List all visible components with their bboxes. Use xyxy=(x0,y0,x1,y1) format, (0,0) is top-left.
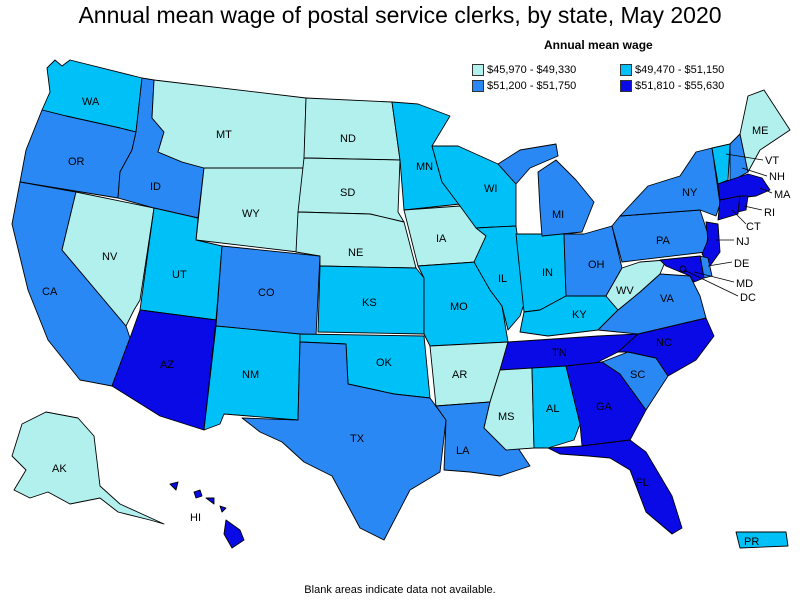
label-nh: NH xyxy=(769,171,785,183)
leader-de xyxy=(707,261,733,267)
legend-item-tier-2: $49,470 - $51,150 xyxy=(620,64,724,76)
label-la: LA xyxy=(456,445,470,457)
label-ar: AR xyxy=(452,369,467,381)
label-ma: MA xyxy=(774,189,791,201)
legend-label: $45,970 - $49,330 xyxy=(487,64,577,76)
label-wy: WY xyxy=(242,208,260,220)
legend-swatch xyxy=(620,80,632,92)
state-labels: WA OR CA NV ID MT WY UT AZ CO NM ND SD N… xyxy=(42,96,791,548)
label-ga: GA xyxy=(596,401,613,413)
legend-item-tier-4: $51,810 - $55,630 xyxy=(620,80,724,92)
state-wv[interactable] xyxy=(605,259,667,311)
label-de: DE xyxy=(734,258,749,270)
label-mo: MO xyxy=(450,301,468,313)
legend-swatch xyxy=(620,64,632,76)
label-nc: NC xyxy=(656,337,672,349)
label-vt: VT xyxy=(765,155,779,167)
label-ca: CA xyxy=(42,286,58,298)
label-az: AZ xyxy=(160,359,174,371)
label-pa: PA xyxy=(656,235,671,247)
label-mt: MT xyxy=(216,129,232,141)
state-dc[interactable] xyxy=(679,265,687,273)
label-va: VA xyxy=(660,293,675,305)
label-nm: NM xyxy=(242,369,259,381)
label-ri: RI xyxy=(764,207,775,219)
label-sc: SC xyxy=(630,369,645,381)
label-ak: AK xyxy=(52,463,67,475)
label-wa: WA xyxy=(82,96,100,108)
footnote: Blank areas indicate data not available. xyxy=(304,584,496,596)
label-or: OR xyxy=(68,156,85,168)
state-mt[interactable] xyxy=(151,79,307,169)
state-me[interactable] xyxy=(739,89,791,173)
legend-item-tier-3: $51,200 - $51,750 xyxy=(472,80,576,92)
label-ne: NE xyxy=(348,247,363,259)
label-fl: FL xyxy=(636,477,649,489)
label-nv: NV xyxy=(102,251,118,263)
legend-label: $51,810 - $55,630 xyxy=(635,80,725,92)
state-ny[interactable] xyxy=(619,147,721,217)
state-mi[interactable] xyxy=(497,143,595,237)
label-hi: HI xyxy=(190,512,201,524)
label-ny: NY xyxy=(682,187,698,199)
label-mi: MI xyxy=(552,209,564,221)
leader-dc xyxy=(683,269,739,297)
label-sd: SD xyxy=(340,187,355,199)
label-nd: ND xyxy=(340,133,356,145)
label-in: IN xyxy=(542,267,553,279)
label-pr: PR xyxy=(744,536,759,548)
leader-md xyxy=(693,271,735,283)
label-nj: NJ xyxy=(736,236,749,248)
label-mn: MN xyxy=(416,161,433,173)
label-dc: DC xyxy=(740,292,756,304)
label-md: MD xyxy=(736,278,753,290)
legend-label: $49,470 - $51,150 xyxy=(635,64,725,76)
legend-title: Annual mean wage xyxy=(544,38,653,52)
state-hi[interactable] xyxy=(169,481,245,549)
label-id: ID xyxy=(150,181,161,193)
label-ut: UT xyxy=(172,269,187,281)
state-ak[interactable] xyxy=(11,411,165,525)
state-vt[interactable] xyxy=(711,143,731,185)
state-tx[interactable] xyxy=(241,341,447,541)
label-wv: WV xyxy=(616,285,634,297)
label-oh: OH xyxy=(588,259,605,271)
label-al: AL xyxy=(546,403,559,415)
state-pr[interactable] xyxy=(735,531,789,549)
label-tn: TN xyxy=(552,347,567,359)
label-ct: CT xyxy=(746,221,761,233)
label-tx: TX xyxy=(350,433,365,445)
label-ia: IA xyxy=(436,233,447,245)
leader-vt xyxy=(725,153,764,161)
leader-nh xyxy=(741,167,768,177)
label-il: IL xyxy=(498,273,507,285)
state-ri[interactable] xyxy=(737,195,749,213)
label-ky: KY xyxy=(572,309,587,321)
label-ms: MS xyxy=(498,411,515,423)
label-ok: OK xyxy=(376,357,393,369)
map-title: Annual mean wage of postal service clerk… xyxy=(78,2,722,28)
state-fl[interactable] xyxy=(547,439,683,535)
legend-label: $51,200 - $51,750 xyxy=(487,80,577,92)
legend-swatch xyxy=(472,80,484,92)
label-me: ME xyxy=(752,125,769,137)
leader-ri xyxy=(743,205,763,211)
label-co: CO xyxy=(258,287,275,299)
leader-ma xyxy=(759,187,773,194)
leader-ct xyxy=(731,209,747,225)
legend-swatch xyxy=(472,64,484,76)
state-nd[interactable] xyxy=(303,97,401,161)
label-ks: KS xyxy=(362,297,377,309)
legend-item-tier-1: $45,970 - $49,330 xyxy=(472,64,576,76)
state-ct[interactable] xyxy=(717,195,741,221)
label-wi: WI xyxy=(484,183,497,195)
